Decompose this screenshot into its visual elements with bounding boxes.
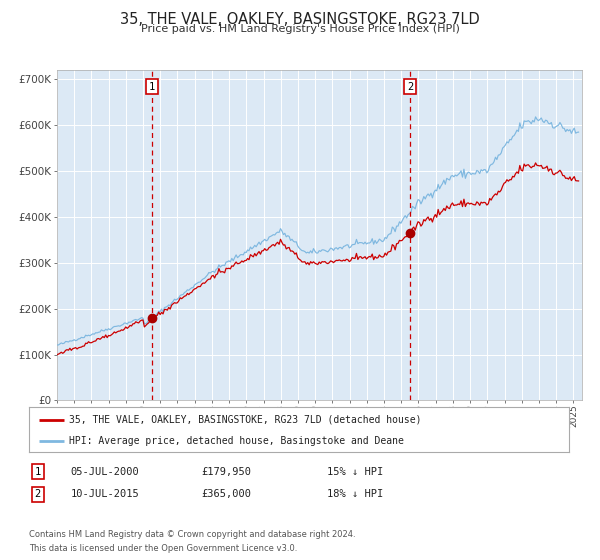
Text: 05-JUL-2000: 05-JUL-2000 (71, 466, 140, 477)
Text: 15% ↓ HPI: 15% ↓ HPI (327, 466, 383, 477)
Text: £365,000: £365,000 (201, 489, 251, 500)
Text: 35, THE VALE, OAKLEY, BASINGSTOKE, RG23 7LD (detached house): 35, THE VALE, OAKLEY, BASINGSTOKE, RG23 … (70, 414, 422, 424)
Text: Price paid vs. HM Land Registry's House Price Index (HPI): Price paid vs. HM Land Registry's House … (140, 24, 460, 34)
Text: 35, THE VALE, OAKLEY, BASINGSTOKE, RG23 7LD: 35, THE VALE, OAKLEY, BASINGSTOKE, RG23 … (120, 12, 480, 27)
Text: HPI: Average price, detached house, Basingstoke and Deane: HPI: Average price, detached house, Basi… (70, 436, 404, 446)
Text: 1: 1 (149, 82, 155, 92)
Text: £179,950: £179,950 (201, 466, 251, 477)
Text: 18% ↓ HPI: 18% ↓ HPI (327, 489, 383, 500)
Text: 10-JUL-2015: 10-JUL-2015 (71, 489, 140, 500)
Text: This data is licensed under the Open Government Licence v3.0.: This data is licensed under the Open Gov… (29, 544, 297, 553)
Text: Contains HM Land Registry data © Crown copyright and database right 2024.: Contains HM Land Registry data © Crown c… (29, 530, 355, 539)
Text: 2: 2 (35, 489, 41, 500)
Text: 1: 1 (35, 466, 41, 477)
Text: 2: 2 (407, 82, 413, 92)
